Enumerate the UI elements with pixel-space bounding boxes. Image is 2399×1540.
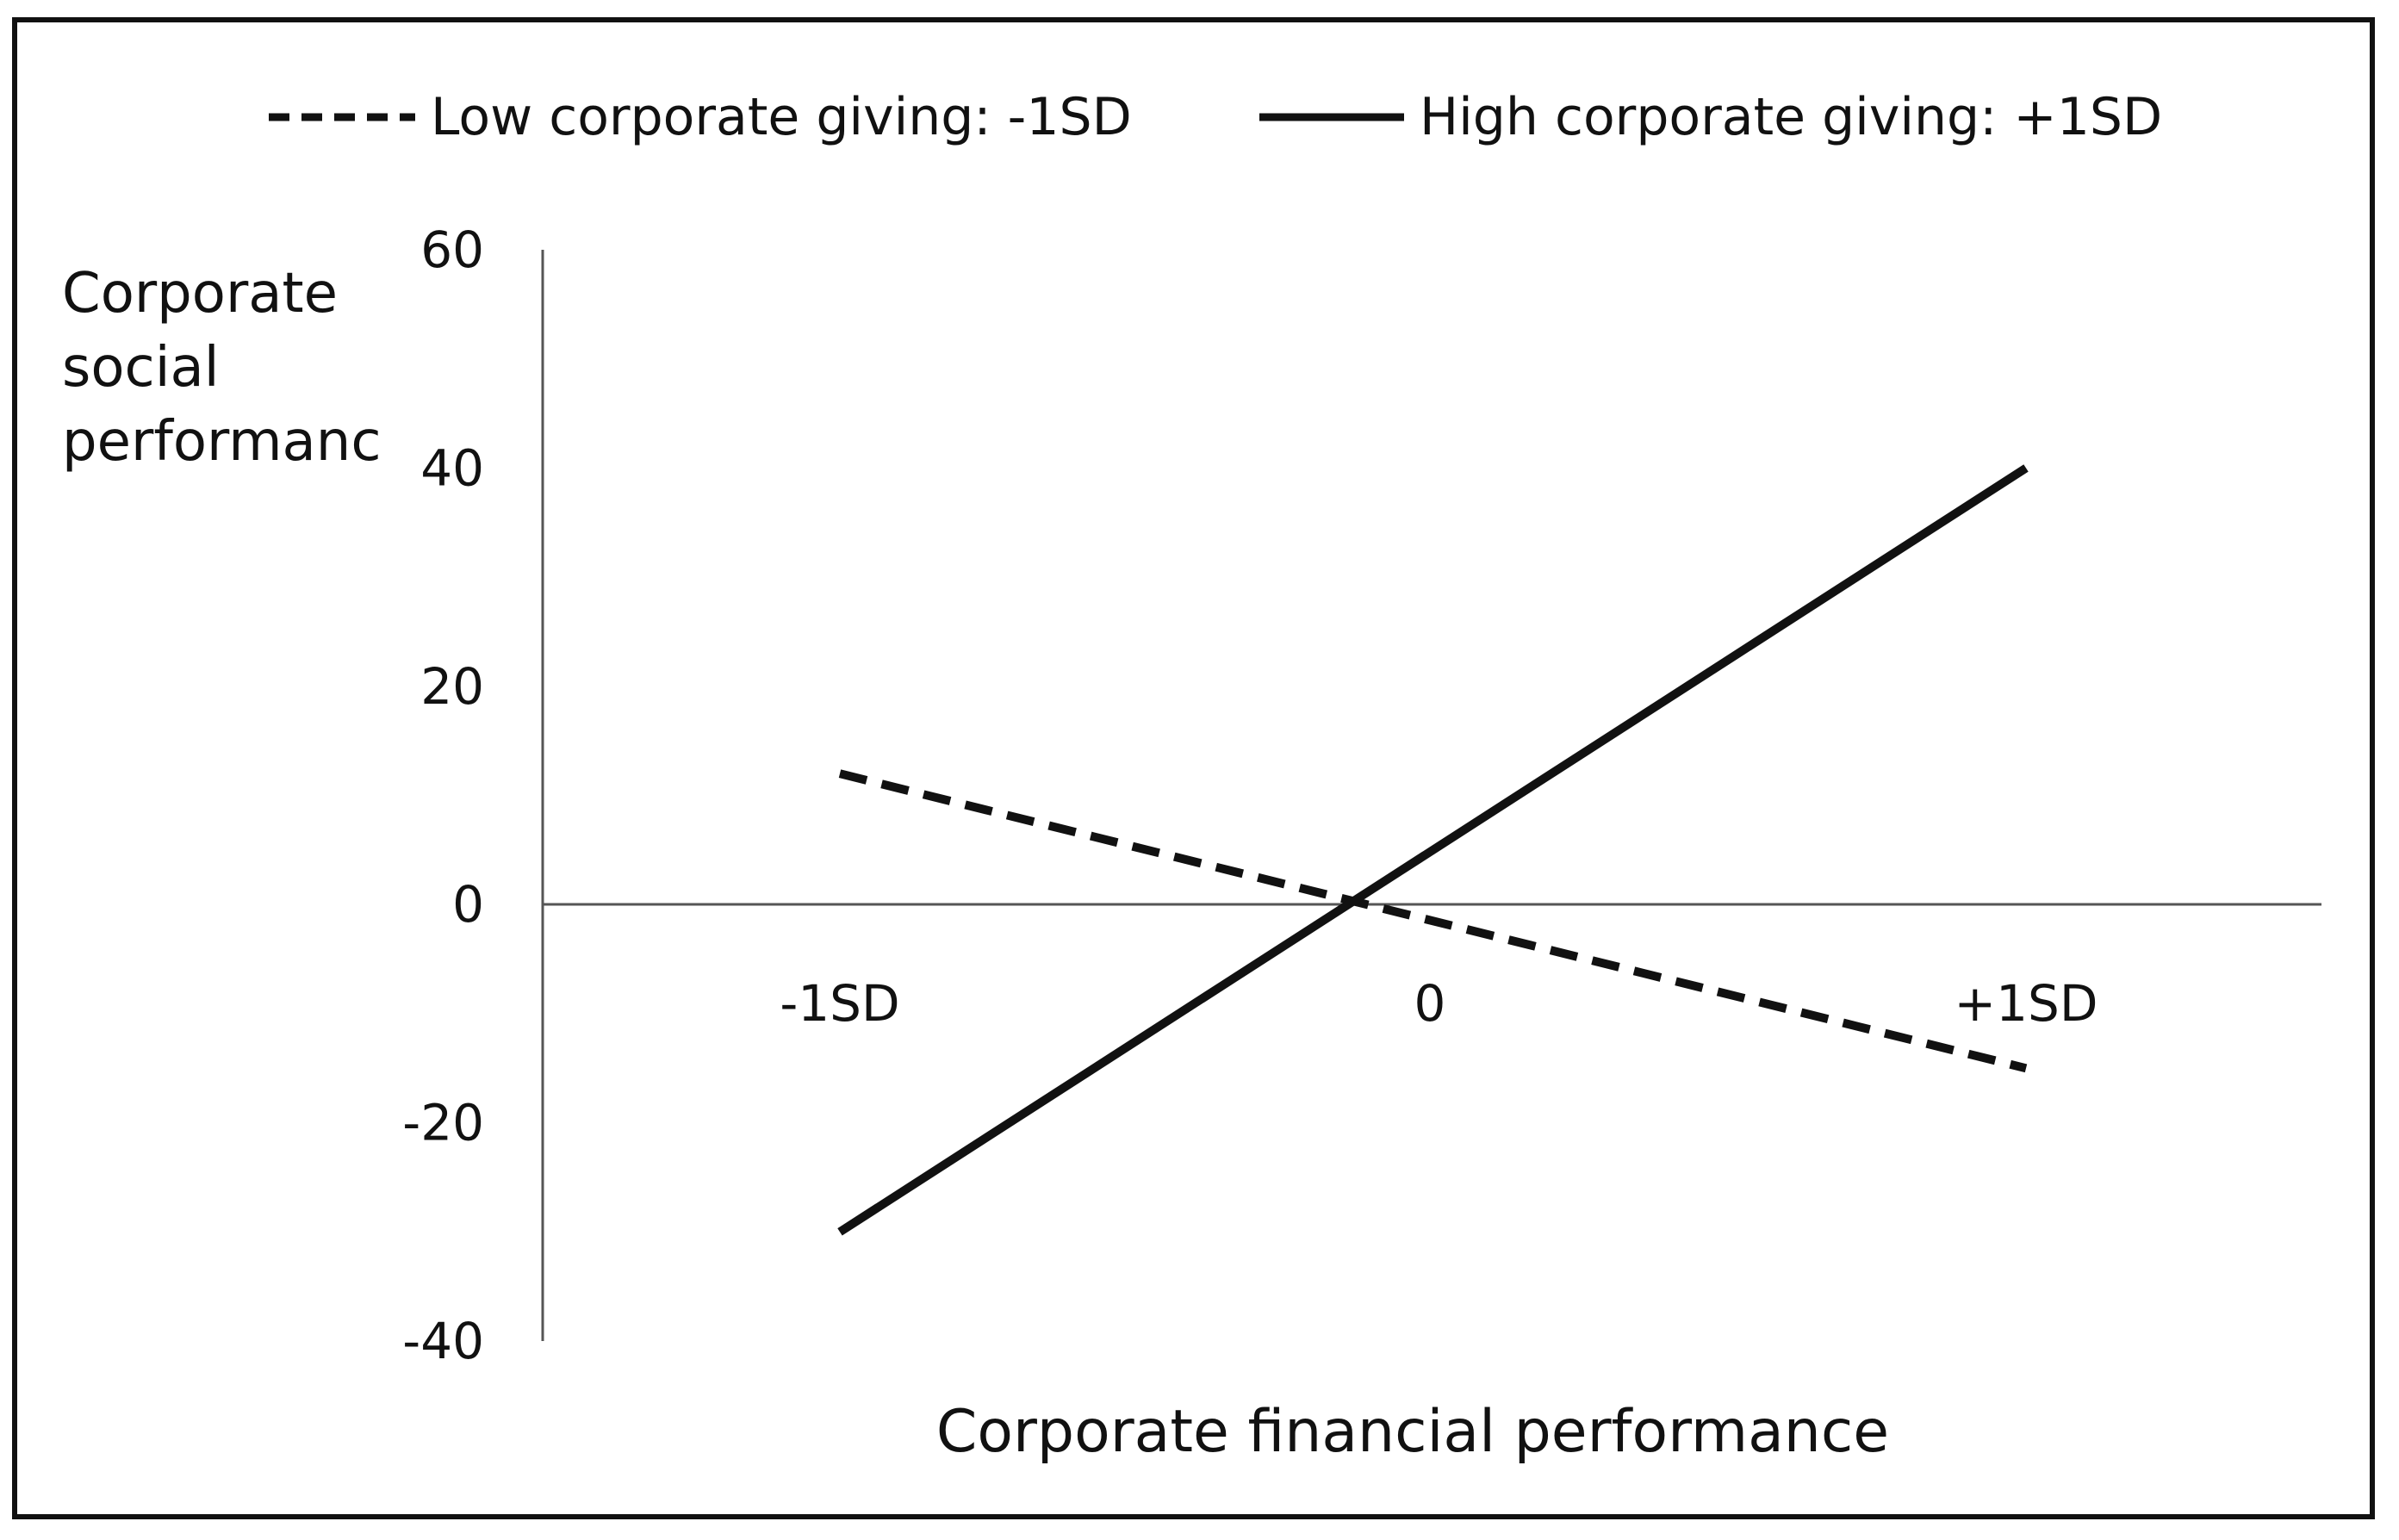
y-tick-labels: 60 40 20 0 -20 -40 <box>402 220 484 1370</box>
legend-label-low-giving: Low corporate giving: -1SD <box>431 87 1132 147</box>
series-line-high-giving <box>837 464 2029 1236</box>
x-tick-label: 0 <box>1414 974 1446 1033</box>
x-tick-labels: -1SD 0 +1SD <box>780 974 2098 1033</box>
series-lines <box>837 464 2029 1236</box>
legend-label-high-giving: High corporate giving: +1SD <box>1420 87 2162 147</box>
legend: Low corporate giving: -1SD High corporat… <box>269 87 2162 147</box>
chart-frame <box>12 17 2375 1519</box>
y-axis-title: Corporate social performanc <box>62 262 382 474</box>
y-tick-label: -20 <box>402 1094 484 1152</box>
y-tick-label: -40 <box>402 1312 484 1370</box>
y-axis-title-line-3: performanc <box>62 410 382 474</box>
x-tick-label: +1SD <box>1955 974 2098 1033</box>
y-tick-label: 0 <box>452 875 484 934</box>
y-axis-title-line-2: social <box>62 336 219 400</box>
x-tick-label: -1SD <box>780 974 899 1033</box>
y-tick-label: 40 <box>420 438 484 497</box>
y-tick-label: 60 <box>420 220 484 279</box>
x-axis-title: Corporate financial performance <box>936 1398 1889 1466</box>
series-line-low-giving <box>838 769 2028 1073</box>
y-tick-label: 20 <box>420 657 484 716</box>
y-axis-title-line-1: Corporate <box>62 262 338 326</box>
